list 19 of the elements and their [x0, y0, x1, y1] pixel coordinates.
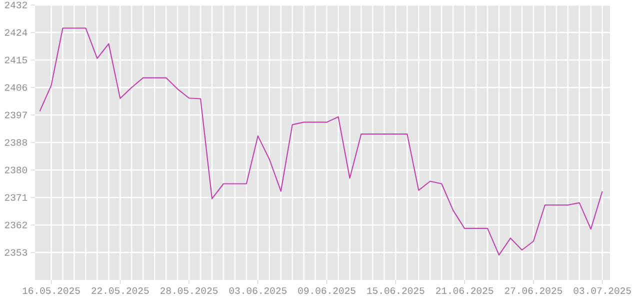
y-tick-label: 2432 — [4, 2, 27, 8]
x-tick-label: 03.07.2025 — [574, 287, 631, 294]
y-tick-label: 2406 — [4, 84, 27, 91]
y-tick-label: 2353 — [4, 249, 28, 256]
y-tick-label: 2415 — [4, 56, 28, 64]
y-tick-label: 2397 — [4, 112, 27, 118]
y-tick-label: 2388 — [4, 139, 27, 146]
x-tick-label: 16.05.2025 — [22, 287, 80, 294]
y-tick-label: 2371 — [4, 194, 28, 201]
x-tick-label: 22.05.2025 — [92, 287, 149, 294]
x-tick-label: 03.06.2025 — [229, 287, 287, 294]
x-tick-label: 15.06.2025 — [367, 287, 424, 294]
y-tick-label: 2380 — [4, 166, 28, 174]
x-tick-label: 28.05.2025 — [160, 287, 218, 294]
y-tick-label: 2424 — [4, 29, 28, 36]
x-tick-label: 27.06.2025 — [504, 287, 562, 294]
x-tick-label: 09.06.2025 — [298, 287, 356, 294]
x-tick-label: 21.06.2025 — [436, 287, 494, 294]
y-tick-label: 2362 — [4, 222, 27, 228]
